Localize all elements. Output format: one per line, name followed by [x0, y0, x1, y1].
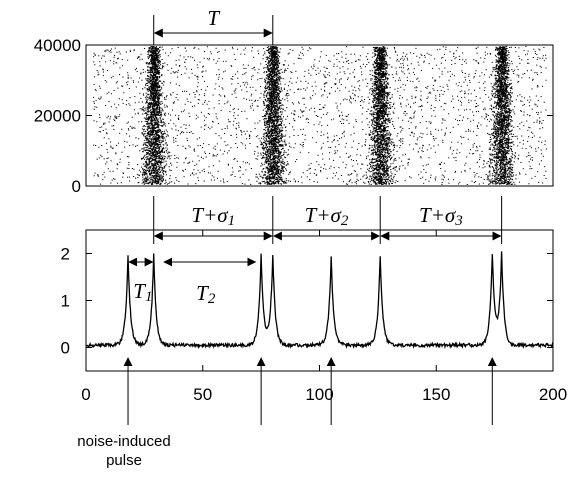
rate-y-tick-label: 1: [61, 292, 70, 311]
raster-dots: [93, 46, 547, 185]
period-label: T: [207, 6, 220, 30]
rate-series-line: [85, 251, 554, 350]
interval-label-sub: 1: [228, 213, 236, 229]
raster-y-tick-label: 20000: [34, 107, 81, 126]
noise-pulse-arrows: [123, 357, 497, 425]
raster-y-ticks: 0 20000 40000: [34, 36, 553, 196]
noise-pulse-label-line2: pulse: [106, 452, 142, 469]
raster-y-tick-label: 0: [72, 177, 81, 196]
rate-x-tick-label: 150: [422, 385, 450, 404]
interval-label-text: T+σ: [191, 203, 229, 227]
rate-y-tick-label: 2: [61, 245, 70, 264]
raster-y-tick-label: 40000: [34, 36, 81, 55]
rate-y-tick-label: 0: [61, 339, 70, 358]
period-annotation: T: [153, 6, 274, 45]
rate-x-tick-label: 0: [81, 385, 90, 404]
rate-x-tick-label: 100: [305, 385, 333, 404]
short-interval-label-text: T: [133, 279, 146, 303]
interval-label: T+σ1: [191, 203, 235, 229]
short-interval-label-sub: 2: [208, 291, 216, 307]
interval-label-text: T+σ: [419, 203, 457, 227]
short-interval-label-text: T: [196, 281, 209, 305]
interval-label: T+σ3: [419, 203, 463, 229]
raster-spike-dots: [93, 46, 547, 185]
rate-y-ticks: 0 1 2: [61, 245, 553, 358]
rate-x-tick-label: 50: [193, 385, 212, 404]
interval-label: T+σ2: [305, 203, 349, 229]
noise-pulse-label-line1: noise-induced: [77, 433, 170, 450]
short-interval-label: T2: [196, 281, 216, 307]
interval-label-sub: 3: [454, 213, 463, 229]
interval-label-sub: 2: [341, 213, 349, 229]
rate-x-ticks: 0 50 100 150 200: [81, 230, 567, 404]
rate-x-tick-label: 200: [539, 385, 567, 404]
short-interval-label: T1: [133, 279, 152, 305]
interval-label-text: T+σ: [305, 203, 343, 227]
raster-panel: 0 20000 40000 T: [34, 6, 554, 196]
short-interval-label-sub: 1: [145, 289, 153, 305]
